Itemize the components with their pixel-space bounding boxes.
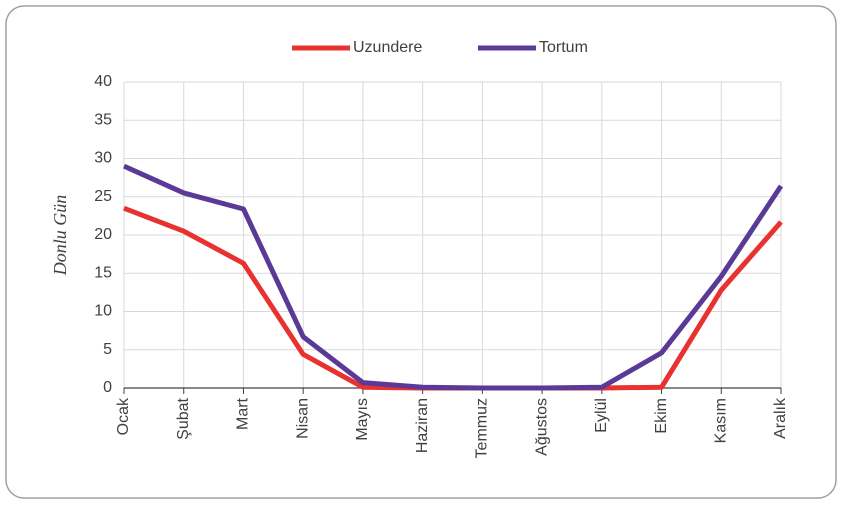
y-tick-label: 5: [103, 341, 112, 358]
y-tick-label: 20: [94, 226, 112, 243]
x-tick-label: Haziran: [414, 398, 431, 453]
x-tick-label: Kasım: [712, 398, 729, 443]
y-tick-label: 35: [94, 111, 112, 128]
x-tick-label: Mayıs: [354, 398, 371, 441]
x-tick-label: Ekim: [653, 398, 670, 434]
x-tick-label: Şubat: [175, 397, 192, 439]
x-tick-label: Mart: [235, 397, 252, 430]
x-tick-label: Temmuz: [474, 398, 491, 458]
x-tick-label: Nisan: [294, 398, 311, 439]
legend-label: Uzundere: [353, 39, 422, 56]
x-tick-label: Ağustos: [533, 398, 550, 456]
y-tick-label: 15: [94, 264, 112, 281]
x-tick-label: Ocak: [115, 397, 132, 435]
y-tick-label: 0: [103, 379, 112, 396]
y-tick-label: 25: [94, 188, 112, 205]
chart-frame: [5, 5, 837, 499]
x-tick-label: Aralık: [772, 397, 789, 439]
legend-label: Tortum: [539, 39, 588, 56]
y-axis-label: Donlu Gün: [50, 195, 70, 277]
x-tick-label: Eylül: [593, 398, 610, 433]
y-tick-label: 40: [94, 73, 112, 90]
y-tick-label: 10: [94, 303, 112, 320]
y-tick-label: 30: [94, 150, 112, 167]
line-series: [122, 163, 784, 391]
